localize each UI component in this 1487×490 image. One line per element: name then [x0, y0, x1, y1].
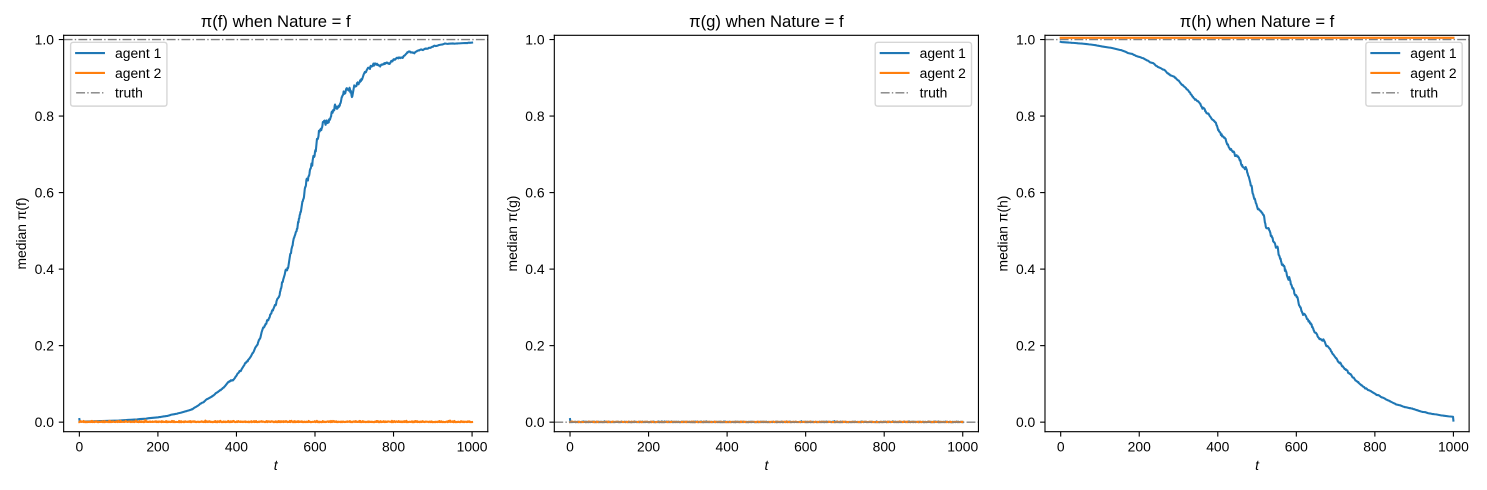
- svg-text:agent 1: agent 1: [1410, 45, 1457, 61]
- svg-text:0.0: 0.0: [35, 414, 55, 430]
- svg-text:agent 2: agent 2: [1410, 65, 1457, 81]
- svg-text:0: 0: [76, 439, 84, 455]
- svg-text:0.6: 0.6: [1016, 185, 1036, 201]
- svg-text:800: 800: [873, 439, 896, 455]
- svg-text:400: 400: [716, 439, 739, 455]
- svg-text:800: 800: [1363, 439, 1386, 455]
- svg-text:median π(f): median π(f): [13, 198, 29, 270]
- svg-text:median π(h): median π(h): [995, 196, 1011, 272]
- svg-text:400: 400: [225, 439, 248, 455]
- svg-text:0.8: 0.8: [525, 108, 545, 124]
- svg-text:0.8: 0.8: [35, 108, 55, 124]
- svg-text:agent 1: agent 1: [920, 45, 967, 61]
- svg-text:0.0: 0.0: [1016, 414, 1036, 430]
- svg-text:1000: 1000: [947, 439, 978, 455]
- svg-text:0: 0: [566, 439, 574, 455]
- svg-text:600: 600: [303, 439, 326, 455]
- svg-text:0.4: 0.4: [35, 261, 55, 277]
- svg-text:0.6: 0.6: [525, 185, 545, 201]
- svg-text:600: 600: [794, 439, 817, 455]
- svg-text:agent 1: agent 1: [115, 45, 162, 61]
- svg-text:0.4: 0.4: [1016, 261, 1036, 277]
- svg-text:π(g) when Nature = f: π(g) when Nature = f: [689, 12, 844, 31]
- svg-text:1000: 1000: [1438, 439, 1469, 455]
- svg-text:truth: truth: [1410, 85, 1438, 101]
- svg-text:median π(g): median π(g): [504, 196, 520, 272]
- svg-text:1.0: 1.0: [1016, 32, 1036, 48]
- svg-text:0.2: 0.2: [35, 338, 55, 354]
- svg-text:0.6: 0.6: [35, 185, 55, 201]
- svg-text:200: 200: [1128, 439, 1151, 455]
- svg-text:agent 2: agent 2: [115, 65, 162, 81]
- svg-text:200: 200: [637, 439, 660, 455]
- svg-text:π(f) when Nature = f: π(f) when Nature = f: [201, 12, 351, 31]
- svg-text:0.2: 0.2: [525, 338, 545, 354]
- svg-text:600: 600: [1285, 439, 1308, 455]
- svg-text:1.0: 1.0: [525, 32, 545, 48]
- svg-text:agent 2: agent 2: [920, 65, 967, 81]
- svg-text:π(h) when Nature = f: π(h) when Nature = f: [1180, 12, 1335, 31]
- svg-text:0.0: 0.0: [525, 414, 545, 430]
- svg-text:200: 200: [146, 439, 169, 455]
- svg-text:0.8: 0.8: [1016, 108, 1036, 124]
- svg-text:1.0: 1.0: [35, 32, 55, 48]
- svg-text:truth: truth: [115, 85, 143, 101]
- svg-text:0: 0: [1057, 439, 1065, 455]
- svg-text:1000: 1000: [457, 439, 488, 455]
- svg-text:400: 400: [1206, 439, 1229, 455]
- svg-text:0.2: 0.2: [1016, 338, 1036, 354]
- svg-text:truth: truth: [920, 85, 948, 101]
- svg-text:0.4: 0.4: [525, 261, 545, 277]
- svg-text:800: 800: [382, 439, 405, 455]
